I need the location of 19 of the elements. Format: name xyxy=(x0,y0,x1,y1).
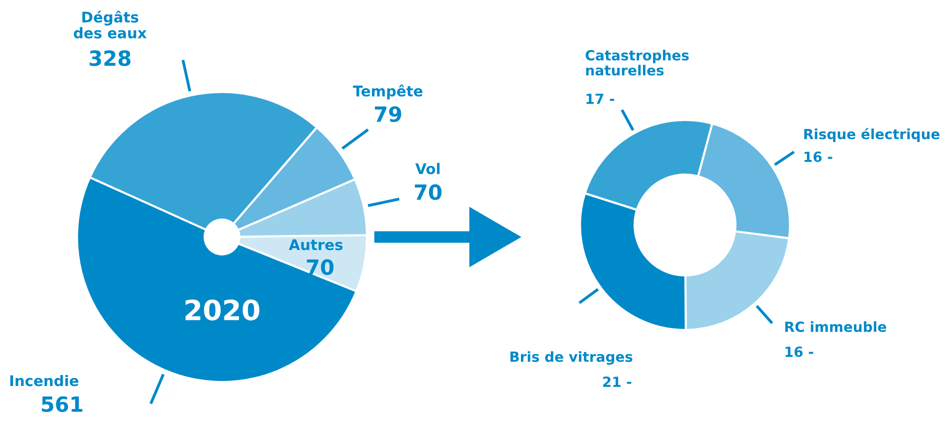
slice-label: Incendie xyxy=(10,374,78,386)
slice-label: Autres xyxy=(288,239,343,250)
data-label: 17 - xyxy=(586,94,614,104)
data-label: 70 xyxy=(414,184,442,200)
slice-label: Vol xyxy=(415,162,440,174)
slice-label: Dégâts des eaux xyxy=(74,10,147,38)
data-label: 16 - xyxy=(786,346,814,358)
data-label: 16 - xyxy=(804,152,832,162)
data-label: 561 xyxy=(42,396,82,412)
slice-label: Risque électrique xyxy=(804,128,940,142)
slice-label: Bris de vitrages xyxy=(510,351,632,365)
data-label: 70 xyxy=(306,259,334,276)
data-label: 328 xyxy=(90,50,130,66)
data-label: 21 - xyxy=(603,376,632,387)
slice-label: Catastrophes naturelles xyxy=(586,50,689,76)
data-label: 79 xyxy=(374,106,402,122)
slice-label: RC immeuble xyxy=(785,321,886,332)
slice-label: Tempête xyxy=(352,84,422,100)
text: 2020 xyxy=(186,299,260,320)
